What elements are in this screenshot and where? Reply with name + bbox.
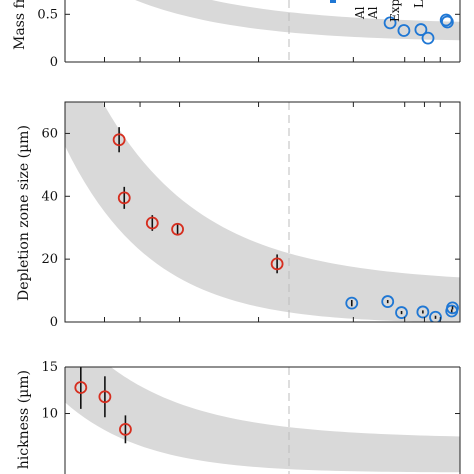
bot-y-label: hickness (µm) [16,370,32,469]
mid-data-point [429,310,442,322]
mid-data-point [112,133,126,147]
mid-data-point [145,216,159,230]
mid-y-label: Depletion zone size (µm) [16,125,32,301]
bot-confidence-band [65,367,460,473]
mid-data-point [381,295,395,308]
label-al-1: Al [353,6,367,20]
top-panel: 0 0.5 Mass fr Al Al Exp L [12,0,461,70]
label-l: L [412,0,426,8]
mid-confidence-band [65,102,460,322]
top-data-point [421,31,435,45]
top-data-point [440,15,454,29]
mid-ytick-label: 60 [41,126,58,141]
bot-data-point [74,381,88,394]
bot-ytick-label: 10 [41,407,58,422]
top-data-point [383,16,397,30]
bottom-panel: 10 15 hickness (µm) [16,360,461,474]
label-exp: Exp [388,0,402,22]
top-data-point [397,24,411,37]
mid-axes-box [64,101,461,323]
top-clipped-marker [330,0,336,3]
mid-data-point [446,301,459,315]
top-ytick-label: 0.5 [37,7,58,22]
mid-ytick-label: 40 [41,189,58,204]
mid-data-point [416,305,430,319]
mid-ytick-label: 0 [50,315,58,330]
bot-data-point [98,390,112,404]
bot-ytick-label: 15 [41,360,58,375]
middle-panel: 0 20 40 60 Depletion zone size (µm) [16,101,461,330]
mid-data-point [395,306,408,319]
top-ytick-label: 0 [50,55,58,70]
top-y-label: Mass fr [12,0,28,50]
label-al-2: Al [366,6,380,20]
bot-data-point [119,422,132,436]
mid-data-point [270,257,284,271]
mid-data-point [117,191,131,205]
top-data-point [414,23,428,36]
mid-ytick-label: 20 [41,252,58,267]
mid-data-point [345,296,359,310]
mid-data-point [171,222,184,236]
top-confidence-band [135,0,460,41]
